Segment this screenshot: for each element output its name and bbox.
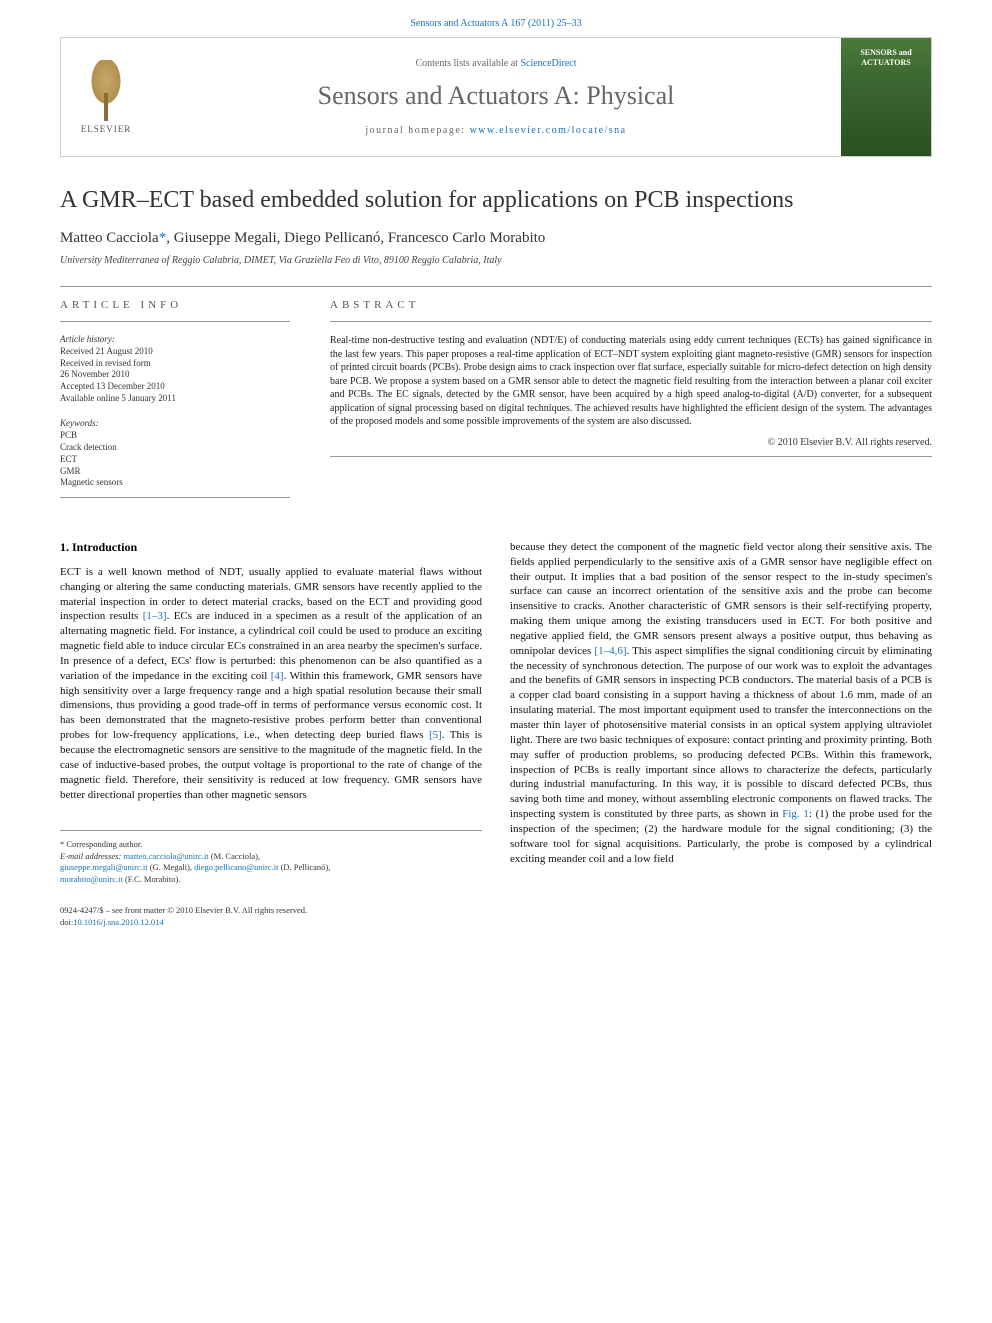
abstract-text: Real-time non-destructive testing and ev…: [330, 334, 932, 429]
column-left: 1. Introduction ECT is a well known meth…: [60, 540, 482, 885]
name-2: (G. Megali),: [148, 862, 195, 872]
history-line: Accepted 13 December 2010: [60, 381, 290, 393]
homepage-pre: journal homepage:: [365, 125, 469, 136]
abstract-heading: ABSTRACT: [330, 299, 932, 311]
elsevier-tree-icon: [81, 60, 131, 120]
citation-link[interactable]: Sensors and Actuators A 167 (2011) 25–33: [410, 18, 581, 29]
keyword: GMR: [60, 466, 290, 478]
page-footer: 0924-4247/$ – see front matter © 2010 El…: [60, 905, 932, 928]
author-1: Matteo Cacciola: [60, 230, 159, 246]
elsevier-logo: ELSEVIER: [61, 38, 151, 156]
article-title: A GMR–ECT based embedded solution for ap…: [60, 187, 932, 214]
contents-lists: Contents lists available at ScienceDirec…: [415, 58, 576, 69]
divider-info-2: [60, 497, 290, 498]
divider-info-1: [60, 321, 290, 322]
article-info-block: ARTICLE INFO Article history: Received 2…: [60, 299, 290, 510]
doi-link[interactable]: 10.1016/j.sna.2010.12.014: [73, 917, 163, 927]
history-line: Available online 5 January 2011: [60, 393, 290, 405]
footnotes: * Corresponding author. E-mail addresses…: [60, 830, 482, 885]
divider-abs-1: [330, 321, 932, 322]
ref-4[interactable]: [4]: [271, 670, 284, 682]
email-4[interactable]: morabito@unirc.it: [60, 874, 123, 884]
keyword: Magnetic sensors: [60, 477, 290, 489]
history-heading: Article history:: [60, 334, 290, 344]
corresponding-author-note: * Corresponding author.: [60, 839, 482, 850]
banner-center: Contents lists available at ScienceDirec…: [151, 38, 841, 156]
elsevier-text: ELSEVIER: [81, 124, 132, 134]
history-line: Received 21 August 2010: [60, 346, 290, 358]
name-1: (M. Cacciola),: [209, 851, 260, 861]
column-right: because they detect the component of the…: [510, 540, 932, 885]
info-row: ARTICLE INFO Article history: Received 2…: [60, 299, 932, 510]
keywords-heading: Keywords:: [60, 418, 290, 428]
authors-line: Matteo Cacciola*, Giuseppe Megali, Diego…: [60, 230, 932, 247]
article-info-heading: ARTICLE INFO: [60, 299, 290, 311]
issn-line: 0924-4247/$ – see front matter © 2010 El…: [60, 905, 932, 916]
history-line: 26 November 2010: [60, 369, 290, 381]
abstract-block: ABSTRACT Real-time non-destructive testi…: [330, 299, 932, 510]
email-label: E-mail addresses:: [60, 851, 123, 861]
doi-line: doi:10.1016/j.sna.2010.12.014: [60, 917, 932, 928]
doi-pre: doi:: [60, 917, 73, 927]
name-3: (D. Pellicanó),: [278, 862, 330, 872]
fig-1-ref[interactable]: Fig. 1: [782, 808, 809, 820]
ref-1-3[interactable]: [1–3]: [143, 610, 167, 622]
paragraph-1: ECT is a well known method of NDT, usual…: [60, 565, 482, 803]
contents-pre: Contents lists available at: [415, 58, 520, 69]
ref-5[interactable]: [5]: [429, 729, 442, 741]
keyword: Crack detection: [60, 442, 290, 454]
cover-title: SENSORS and ACTUATORS: [845, 48, 927, 67]
authors-rest: , Giuseppe Megali, Diego Pellicanó, Fran…: [166, 230, 545, 246]
journal-cover: SENSORS and ACTUATORS: [841, 38, 931, 156]
copyright: © 2010 Elsevier B.V. All rights reserved…: [330, 437, 932, 448]
email-2[interactable]: giuseppe.megali@unirc.it: [60, 862, 148, 872]
journal-banner: ELSEVIER Contents lists available at Sci…: [60, 37, 932, 157]
running-header: Sensors and Actuators A 167 (2011) 25–33: [0, 0, 992, 37]
journal-homepage: journal homepage: www.elsevier.com/locat…: [365, 125, 626, 136]
history-line: Received in revised form: [60, 358, 290, 370]
email-3[interactable]: diego.pellicano@unirc.it: [194, 862, 278, 872]
email-1[interactable]: matteo.cacciola@unirc.it: [123, 851, 208, 861]
journal-name: Sensors and Actuators A: Physical: [318, 81, 675, 111]
ref-1-4-6[interactable]: [1–4,6]: [594, 645, 626, 657]
p2a: because they detect the component of the…: [510, 541, 932, 657]
divider-top: [60, 286, 932, 287]
name-4: (F.C. Morabito).: [123, 874, 181, 884]
p2b: . This aspect simplifies the signal cond…: [510, 645, 932, 820]
homepage-link[interactable]: www.elsevier.com/locate/sna: [470, 125, 627, 136]
keyword: PCB: [60, 430, 290, 442]
two-column-body: 1. Introduction ECT is a well known meth…: [60, 540, 932, 885]
section-1-heading: 1. Introduction: [60, 540, 482, 555]
email-addresses: E-mail addresses: matteo.cacciola@unirc.…: [60, 851, 482, 885]
divider-abs-2: [330, 456, 932, 457]
sciencedirect-link[interactable]: ScienceDirect: [520, 58, 576, 69]
paragraph-2: because they detect the component of the…: [510, 540, 932, 867]
affiliation: University Mediterranea of Reggio Calabr…: [60, 255, 932, 266]
keyword: ECT: [60, 454, 290, 466]
